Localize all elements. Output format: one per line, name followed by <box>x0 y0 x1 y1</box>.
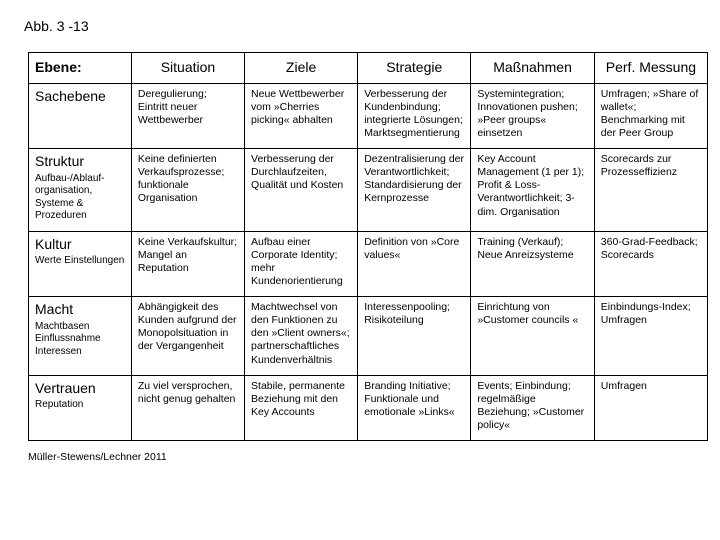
cell-perf: Umfragen; »Share of wallet«; Benchmarkin… <box>594 83 707 149</box>
row-subtitle: Werte Einstellungen <box>35 255 125 268</box>
header-strategie: Strategie <box>358 53 471 84</box>
row-title: Vertrauen <box>35 380 125 398</box>
cell-ziele: Verbesserung der Durchlaufzeiten, Qualit… <box>245 149 358 232</box>
cell-strategie: Verbesserung der Kundenbindung; integrie… <box>358 83 471 149</box>
cell-strategie: Definition von »Core values« <box>358 231 471 297</box>
ebene-table: Ebene: Situation Ziele Strategie Maßnahm… <box>28 52 708 441</box>
cell-strategie: Dezentralisierung der Verantwortlichkeit… <box>358 149 471 232</box>
figure-caption: Abb. 3 -13 <box>24 18 700 34</box>
table-row: Macht Machtbasen Einflussnahme Interessen… <box>29 297 708 376</box>
cell-massnahmen: Systemintegration; Innovationen pushen; … <box>471 83 594 149</box>
cell-strategie: Interessenpooling; Risikoteilung <box>358 297 471 376</box>
row-title: Kultur <box>35 236 125 254</box>
row-subtitle: Aufbau-/Ablauf-organisation, Systeme & P… <box>35 173 125 223</box>
source-citation: Müller-Stewens/Lechner 2011 <box>28 451 700 463</box>
cell-massnahmen: Key Account Management (1 per 1); Profit… <box>471 149 594 232</box>
header-massnahmen: Maßnahmen <box>471 53 594 84</box>
row-title: Struktur <box>35 153 125 171</box>
row-title: Macht <box>35 301 125 319</box>
row-title: Sachebene <box>35 88 125 106</box>
table-row: Sachebene Deregulierung; Eintritt neuer W… <box>29 83 708 149</box>
table-row: VertrauenReputationZu viel versprochen, … <box>29 375 708 441</box>
cell-perf: Umfragen <box>594 375 707 441</box>
cell-situation: Deregulierung; Eintritt neuer Wettbewerb… <box>131 83 244 149</box>
cell-ziele: Aufbau einer Corporate Identity; mehr Ku… <box>245 231 358 297</box>
row-subtitle: Reputation <box>35 399 125 412</box>
row-label: VertrauenReputation <box>29 375 132 441</box>
row-label: Macht Machtbasen Einflussnahme Interessen <box>29 297 132 376</box>
cell-ziele: Machtwechsel von den Funktionen zu den »… <box>245 297 358 376</box>
cell-massnahmen: Events; Einbindung; regelmäßige Beziehun… <box>471 375 594 441</box>
header-situation: Situation <box>131 53 244 84</box>
cell-massnahmen: Einrichtung von »Customer councils « <box>471 297 594 376</box>
cell-situation: Keine definierten Verkaufsprozesse; funk… <box>131 149 244 232</box>
row-subtitle: Machtbasen Einflussnahme Interessen <box>35 321 125 359</box>
table-row: KulturWerte EinstellungenKeine Verkaufsk… <box>29 231 708 297</box>
row-label: Sachebene <box>29 83 132 149</box>
header-ebene: Ebene: <box>29 53 132 84</box>
header-ziele: Ziele <box>245 53 358 84</box>
cell-massnahmen: Training (Verkauf); Neue Anreizsysteme <box>471 231 594 297</box>
cell-strategie: Branding Initiative; Funktionale und emo… <box>358 375 471 441</box>
cell-situation: Abhängigkeit des Kunden aufgrund der Mon… <box>131 297 244 376</box>
table-row: Struktur Aufbau-/Ablauf-organisation, Sys… <box>29 149 708 232</box>
cell-situation: Zu viel versprochen, nicht genug gehalte… <box>131 375 244 441</box>
cell-perf: Einbindungs-Index; Umfragen <box>594 297 707 376</box>
table-header-row: Ebene: Situation Ziele Strategie Maßnahm… <box>29 53 708 84</box>
cell-ziele: Stabile, permanente Beziehung mit den Ke… <box>245 375 358 441</box>
row-label: KulturWerte Einstellungen <box>29 231 132 297</box>
row-label: Struktur Aufbau-/Ablauf-organisation, Sys… <box>29 149 132 232</box>
cell-perf: Scorecards zur Prozesseffizienz <box>594 149 707 232</box>
cell-perf: 360-Grad-Feedback; Scorecards <box>594 231 707 297</box>
cell-ziele: Neue Wettbewerber vom »Cherries picking«… <box>245 83 358 149</box>
cell-situation: Keine Verkaufskultur; Mangel an Reputati… <box>131 231 244 297</box>
header-perf: Perf. Messung <box>594 53 707 84</box>
